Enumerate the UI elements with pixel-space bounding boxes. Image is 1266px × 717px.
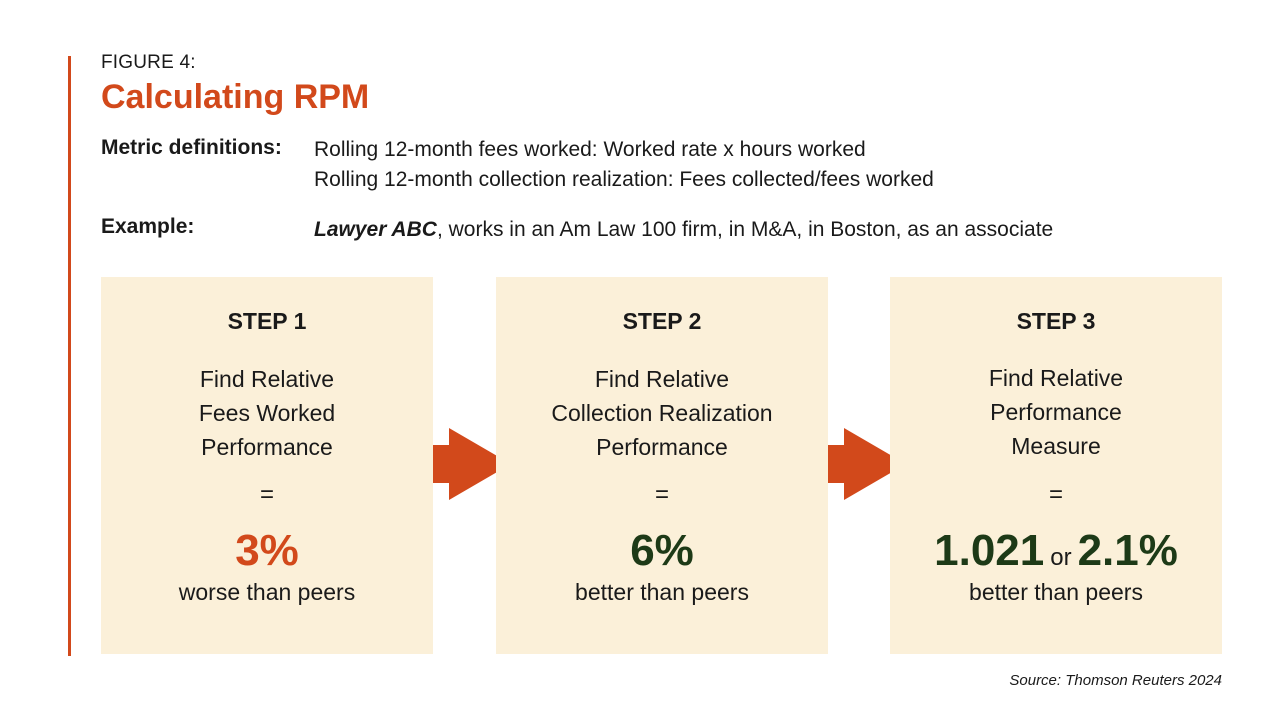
arrow-right-icon: [433, 428, 511, 500]
equals-sign: =: [1048, 481, 1063, 508]
step-value-percent: 2.1%: [1077, 526, 1178, 575]
step-value: 6%: [630, 526, 694, 575]
source-note: Source: Thomson Reuters 2024: [1009, 672, 1222, 689]
equals-sign: =: [654, 481, 669, 508]
definition-line: Rolling 12-month collection realization:…: [314, 168, 934, 191]
value-connector: or: [1050, 544, 1072, 571]
step-3-box: STEP 3 Find Relative Performance Measure…: [890, 277, 1222, 654]
step-desc-line: Fees Worked: [198, 400, 336, 426]
step-desc-line: Find Relative: [199, 366, 335, 392]
step-value: 3%: [235, 526, 299, 575]
example-label: Example:: [101, 215, 195, 238]
step-desc-line: Find Relative: [988, 365, 1124, 391]
page-title: Calculating RPM: [101, 78, 370, 116]
definitions-label: Metric definitions:: [101, 136, 282, 159]
step-title: STEP 2: [622, 308, 702, 334]
step-desc-line: Measure: [1011, 433, 1101, 459]
step-desc-line: Performance: [990, 399, 1122, 425]
step-desc-line: Find Relative: [594, 366, 730, 392]
step-description: Find Relative Collection Realization Per…: [496, 362, 828, 464]
arrow-right-icon: [828, 428, 906, 500]
step-caption: better than peers: [575, 579, 749, 605]
example-name: Lawyer ABC: [314, 218, 437, 241]
step-title: STEP 1: [227, 308, 307, 334]
step-description: Find Relative Fees Worked Performance: [101, 362, 433, 464]
example-row: Example: Lawyer ABC, works in an Am Law …: [101, 215, 1053, 245]
example-text: , works in an Am Law 100 firm, in M&A, i…: [436, 218, 1054, 241]
definition-line: Rolling 12-month fees worked: Worked rat…: [314, 138, 866, 161]
figure-label: FIGURE 4:: [101, 52, 196, 73]
accent-bar: [68, 56, 71, 656]
step-desc-line: Performance: [596, 434, 728, 460]
step-1-box: STEP 1 Find Relative Fees Worked Perform…: [101, 277, 433, 654]
step-description: Find Relative Performance Measure: [890, 361, 1222, 463]
equals-sign: =: [259, 481, 274, 508]
step-desc-line: Performance: [201, 434, 333, 460]
step-value-group: 1.021 or 2.1%: [890, 525, 1222, 584]
step-caption: worse than peers: [178, 579, 356, 605]
step-title: STEP 3: [1016, 308, 1096, 334]
metric-definitions: Metric definitions: Rolling 12-month fee…: [101, 136, 934, 195]
step-desc-line: Collection Realization: [551, 400, 773, 426]
step-value: 1.021: [934, 526, 1045, 575]
step-caption: better than peers: [969, 579, 1143, 605]
step-2-box: STEP 2 Find Relative Collection Realizat…: [496, 277, 828, 654]
